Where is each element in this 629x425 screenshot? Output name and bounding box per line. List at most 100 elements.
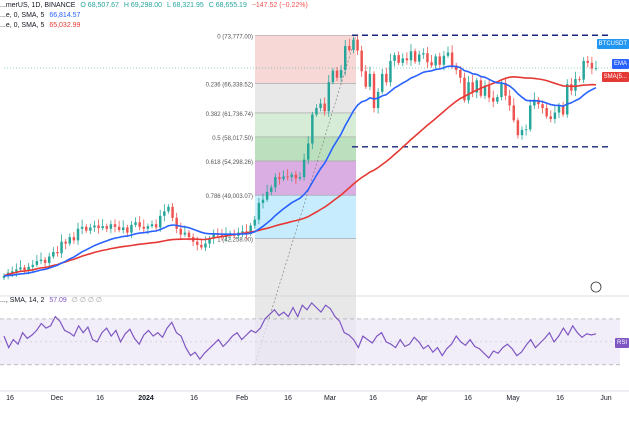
candle-body [319,103,322,109]
candle-body [348,46,351,50]
candle-body [553,112,557,120]
candle-body [491,97,495,102]
candle-body [105,226,109,229]
candle-body [368,73,372,87]
ohlc-low: L 68,321.95 [167,2,204,9]
candle-body [393,55,396,61]
candle-body [101,226,104,229]
candle-body [47,256,51,263]
candle-body [294,174,298,179]
last-price-tag: BTCUSDT [596,39,629,49]
candle-body [401,58,405,63]
rsi-line [3,301,597,361]
candle-body [282,176,285,180]
candle-body [335,70,339,78]
date-axis-label: 16 [284,395,292,402]
candle-body [43,259,47,263]
candle-body [487,85,491,98]
candle-body [508,95,511,106]
candle-body [126,227,129,233]
candle-body [121,227,125,231]
candle-body [298,177,302,179]
date-axis-label: 16 [369,395,377,402]
candle-body [179,228,183,235]
candle-body [389,60,392,83]
candle-body [158,215,162,228]
candle-body [2,275,6,278]
candle-body [117,226,121,231]
candle-body [549,116,553,120]
ema-legend[interactable]: ...e, 0, SMA, 5 66,814.57 [0,11,83,21]
candle-body [327,82,331,112]
candle-body [183,232,187,235]
candle-body [23,267,26,271]
candle-body [524,129,528,131]
ohlc-close: C 68,655.19 [208,2,247,9]
rsi-legend[interactable]: ..., SMA, 14, 2 57.09 ∅ ∅ ∅ ∅ [0,296,105,306]
fib-band-2 [255,112,356,137]
fib-level-label-4: 0.618 (54,298.26) [206,160,253,166]
sma-legend[interactable]: ...e, 0, SMA, 5 65,032.99 [0,21,83,31]
date-axis-label: 16 [6,395,14,402]
candle-body [438,56,442,65]
candle-body [274,177,277,188]
candle-body [409,51,413,61]
rsi-legend-icons: ∅ ∅ ∅ ∅ [71,297,103,304]
date-axis-label: Feb [236,395,248,402]
candle-body [413,51,417,62]
candle-body [380,73,384,92]
candle-body [405,58,409,61]
fib-band-1 [255,83,356,113]
candle-body [586,60,590,63]
candle-body [459,69,462,78]
candle-body [154,224,158,228]
candle-body [64,241,67,244]
candle-body [278,177,281,180]
candle-body [537,99,540,105]
sma-legend-label: ...e, 0, SMA, 5 [0,22,45,29]
candle-body [76,228,80,241]
candle-body [467,82,470,101]
fib-level-label-0: 0 (73,777.00) [217,34,253,40]
candle-body [352,39,355,50]
date-axis-label: Mar [324,395,337,402]
candle-body [343,46,347,70]
candle-body [171,206,174,218]
fib-level-label-3: 0.5 (58,017.50) [212,136,253,142]
candle-body [56,251,59,254]
candle-body [97,225,100,229]
ema-legend-value: 66,814.57 [49,12,81,19]
candle-body [253,219,257,226]
ohlc-high: H 69,298.00 [123,2,163,9]
candle-body [31,264,35,267]
date-axis-label: Jun [600,395,611,402]
candle-body [146,226,150,229]
date-axis-label: 16 [96,395,104,402]
ohlc-open: O 68,507.67 [80,2,119,9]
candle-body [574,79,577,91]
candle-body [10,271,14,273]
candle-body [434,56,437,66]
fib-band-3 [255,136,356,161]
candle-body [364,71,368,87]
candle-body [454,65,458,70]
candle-body [200,244,203,248]
candle-body [450,52,454,66]
candle-body [208,238,211,244]
candle-body [570,84,573,91]
candle-body [516,120,520,136]
candle-body [84,226,88,231]
candle-body [360,50,363,72]
candle-body [249,225,252,234]
candle-body [557,105,561,113]
candle-body [68,237,72,244]
candle-body [561,105,565,115]
candle-body [442,55,446,65]
candle-body [39,259,43,262]
symbol-legend[interactable]: ...merUS, 1D, BINANCE O 68,507.67 H 69,2… [0,1,311,11]
candle-body [80,226,84,229]
candle-body [167,206,170,212]
date-axis-label: 16 [464,395,472,402]
